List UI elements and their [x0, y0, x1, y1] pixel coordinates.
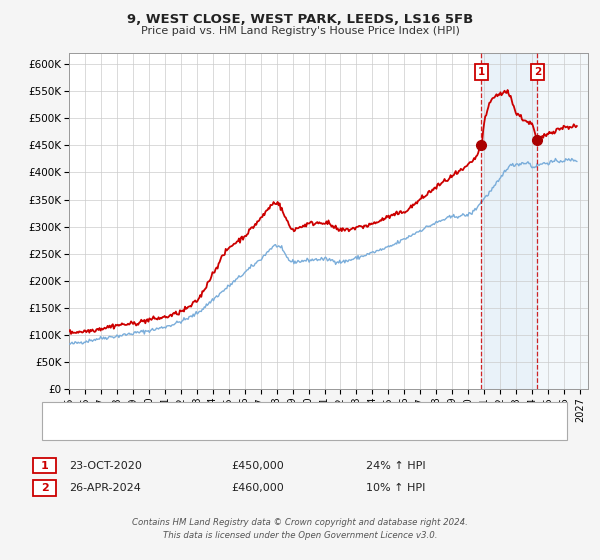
- Text: 1: 1: [478, 67, 485, 77]
- Text: £450,000: £450,000: [231, 461, 284, 471]
- Bar: [481, 53, 538, 389]
- Text: Contains HM Land Registry data © Crown copyright and database right 2024.
This d: Contains HM Land Registry data © Crown c…: [132, 519, 468, 540]
- Text: 26-APR-2024: 26-APR-2024: [69, 483, 141, 493]
- Text: Price paid vs. HM Land Registry's House Price Index (HPI): Price paid vs. HM Land Registry's House …: [140, 26, 460, 36]
- Text: 2: 2: [41, 483, 49, 493]
- Text: 1: 1: [41, 461, 49, 471]
- Text: HPI: Average price, detached house, Leeds: HPI: Average price, detached house, Leed…: [99, 425, 322, 435]
- Text: 10% ↑ HPI: 10% ↑ HPI: [366, 483, 425, 493]
- Text: £460,000: £460,000: [231, 483, 284, 493]
- Text: 23-OCT-2020: 23-OCT-2020: [69, 461, 142, 471]
- Text: 9, WEST CLOSE, WEST PARK, LEEDS, LS16 5FB (detached house): 9, WEST CLOSE, WEST PARK, LEEDS, LS16 5F…: [99, 407, 436, 417]
- Text: 24% ↑ HPI: 24% ↑ HPI: [366, 461, 425, 471]
- Text: 2: 2: [534, 67, 541, 77]
- Text: 9, WEST CLOSE, WEST PARK, LEEDS, LS16 5FB: 9, WEST CLOSE, WEST PARK, LEEDS, LS16 5F…: [127, 13, 473, 26]
- Bar: [538, 53, 588, 389]
